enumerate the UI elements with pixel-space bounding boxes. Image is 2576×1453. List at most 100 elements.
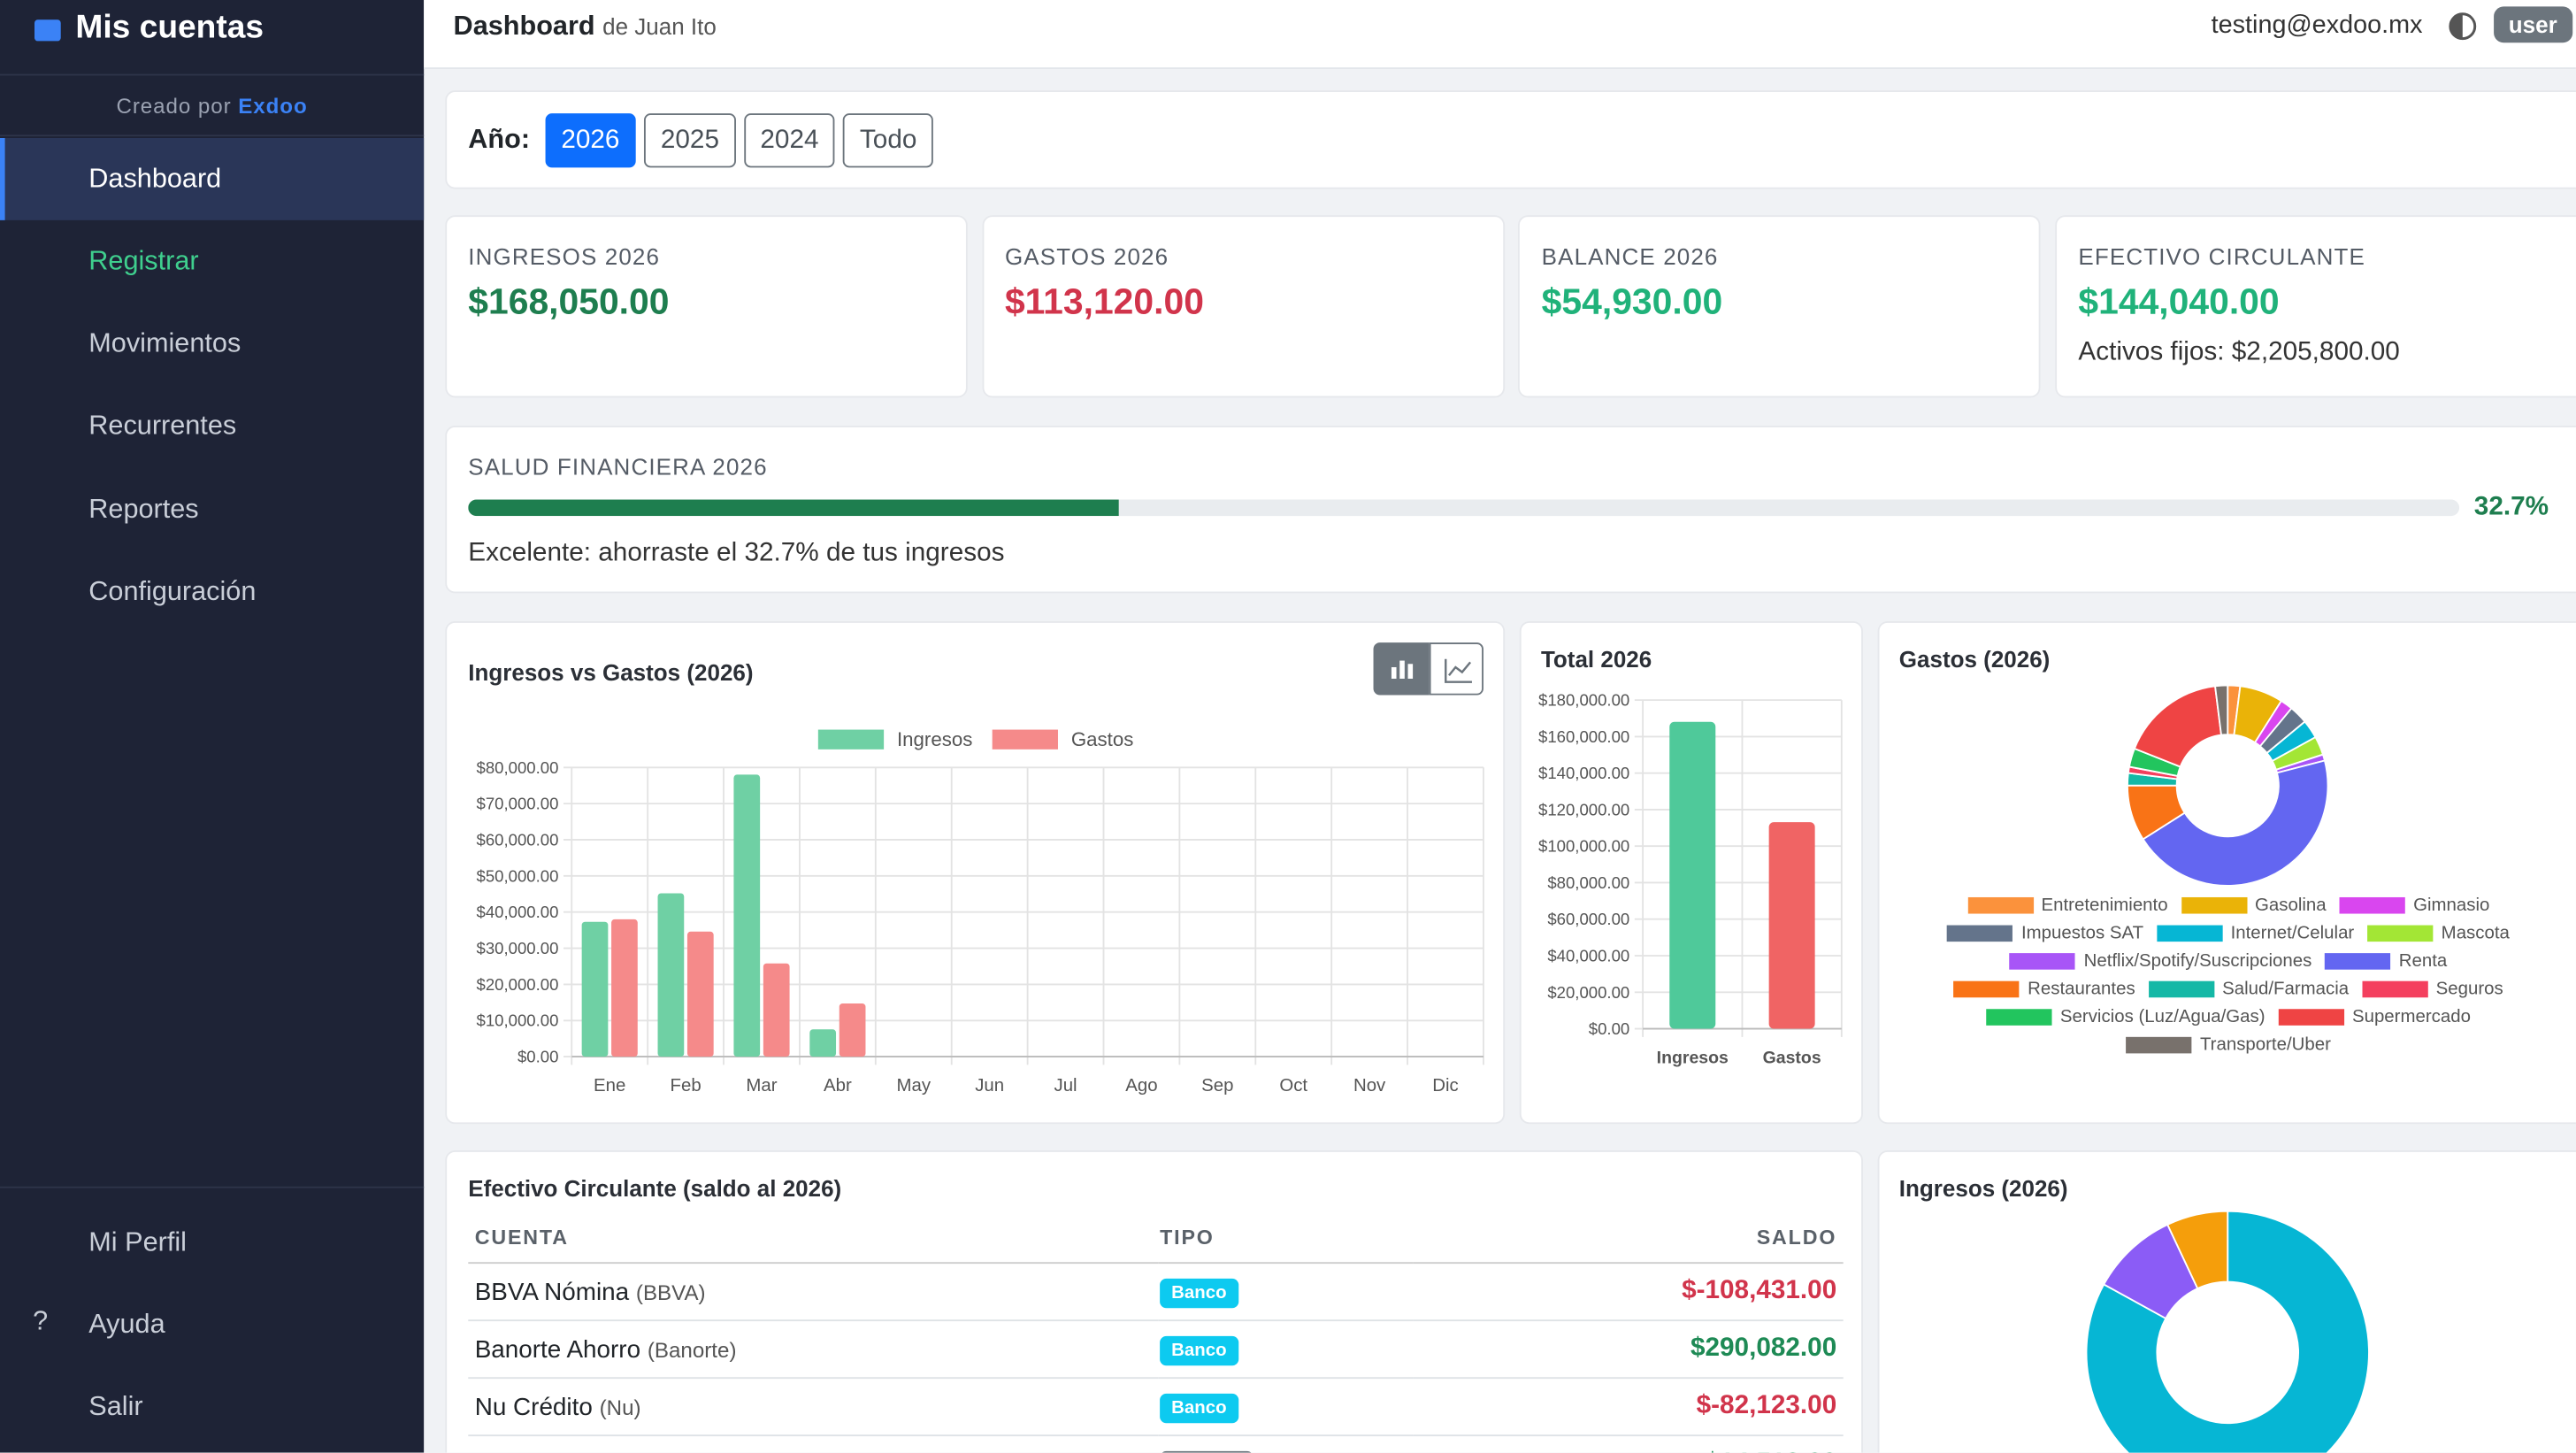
type-badge: Efectivo [1160,1449,1254,1453]
stat-card: GASTOS 2026 $113,120.00 [981,215,1505,398]
y-tick-label: $40,000.00 [1547,947,1629,965]
nav-label: Dashboard [88,163,222,194]
nav-icon [33,161,69,197]
x-tick-label: Sep [1201,1076,1233,1096]
theme-toggle[interactable] [2448,12,2477,41]
nav-item[interactable]: Mi Perfil [0,1202,424,1284]
table-panel: Efectivo Circulante (saldo al 2026) CUEN… [445,1149,1863,1453]
account-name: Efectivo [475,1450,563,1453]
y-tick-label: $0.00 [1589,1019,1629,1038]
balance-cell: $-82,123.00 [1413,1378,1844,1437]
year-button[interactable]: Todo [843,113,933,168]
bar [581,921,609,1057]
card-note: Activos fijos: $2,205,800.00 [2078,338,2400,367]
x-tick-label: Jun [975,1076,1004,1096]
legend-swatch [2339,896,2405,914]
chart: $0.00 $10,000.00 $20,000.00 $30,000.00 $40,0… [477,728,1484,1096]
chart-title: Ingresos vs Gastos (2026) [468,658,754,686]
x-tick-label: Ago [1125,1076,1157,1096]
health-panel: SALUD FINANCIERA 2026 32.7% Excelente: a… [445,425,2576,594]
card-label: GASTOS 2026 [1004,242,1169,270]
y-tick-label: $40,000.00 [477,903,559,921]
legend-item: Gasolina [2181,896,2327,916]
y-tick-label: $0.00 [518,1048,558,1066]
type-cell: Banco [1158,1263,1414,1322]
legend-swatch [2367,925,2434,942]
nav-icon [33,1389,69,1426]
nav-item[interactable]: Reportes [0,469,424,551]
column-header: SALDO [1413,1211,1844,1265]
nav-item[interactable]: Movimientos [0,304,424,386]
nav-item[interactable]: Recurrentes [0,386,424,468]
legend-label: Internet/Celular [2230,923,2355,943]
nav-item[interactable]: Salir [0,1366,424,1449]
y-tick-label: $50,000.00 [477,866,559,885]
legend-label: Ingresos [897,728,972,750]
y-tick-label: $160,000.00 [1538,727,1629,746]
balance-cell: $290,082.00 [1413,1320,1844,1380]
bar [763,963,790,1057]
column-header: TIPO [1158,1211,1414,1265]
health-track [468,499,2460,517]
account-bank: (BBVA) [635,1279,706,1304]
legend-swatch [1966,896,2034,914]
x-tick-label: Feb [671,1076,702,1096]
table-row: Efectivo Efectivo $14,512.00 [468,1435,1844,1453]
year-filter: Año: 2026 2025 2024 Todo [445,90,2576,189]
legend-label: Renta [2398,951,2448,972]
bar [611,919,638,1057]
column-header: CUENTA [468,1211,1159,1265]
card-value: $54,930.00 [1541,281,1723,322]
bar-view-button[interactable] [1373,642,1430,696]
brand-icon [34,19,61,41]
year-label: Año: [468,125,531,155]
card-label: BALANCE 2026 [1541,242,1719,270]
bar [657,893,685,1057]
donut-slice [2166,1210,2229,1290]
type-cell: Efectivo [1158,1435,1414,1453]
table-header: CUENTA TIPO SALDO [468,1211,1844,1265]
x-tick-label: Jul [1054,1076,1077,1096]
legend-item: Salud/Farmacia [2148,980,2349,999]
card-label: EFECTIVO CIRCULANTE [2078,242,2365,270]
y-tick-label: $20,000.00 [1547,983,1629,1002]
account-bank: (Banorte) [647,1336,737,1362]
brand: Mis cuentas [33,10,264,48]
legend-label: Supermercado [2351,1007,2471,1027]
nav-item[interactable]: ? Ayuda [0,1284,424,1366]
email: testing@exdoo.mx [2211,11,2423,40]
account-cell: Efectivo [468,1435,1159,1453]
line-view-button[interactable] [1429,642,1484,696]
legend-item: Transporte/Uber [2126,1035,2331,1055]
nav-icon [33,409,69,445]
table-row: Banorte Ahorro (Banorte) Banco $290,082.00 [468,1320,1844,1380]
table-row: BBVA Nómina (BBVA) Banco $-108,431.00 [468,1263,1844,1322]
x-tick-label: May [896,1076,931,1096]
nav-item[interactable]: Dashboard [0,137,425,220]
bar [733,774,761,1057]
legend-label: Transporte/Uber [2199,1034,2331,1056]
health-fill [468,499,1120,517]
legend-item: Internet/Celular [2156,923,2355,943]
y-tick-label: $10,000.00 [477,1011,559,1030]
table: CUENTA TIPO SALDO BBVA Nómina (BBVA) Banco $-… [468,1211,1844,1453]
legend-item: Impuestos SAT [1947,924,2143,943]
legend-swatch [2010,953,2076,970]
user-badge[interactable]: user [2494,6,2572,43]
balance-cell: $-108,431.00 [1413,1263,1844,1322]
account-cell: BBVA Nómina (BBVA) [468,1263,1159,1322]
nav-item[interactable]: Configuración [0,551,424,634]
y-tick-label: $180,000.00 [1538,691,1629,710]
bar [1768,822,1815,1029]
page-title: Dashboard [453,11,595,42]
y-tick-label: $60,000.00 [1547,910,1629,928]
legend-label: Gasolina [2255,896,2327,916]
year-button[interactable]: 2026 [544,113,637,168]
legend-swatch [2156,925,2223,942]
year-button[interactable]: 2025 [644,113,736,168]
legend-swatch [2362,980,2428,998]
nav-item[interactable]: Registrar [0,220,424,303]
year-button[interactable]: 2024 [743,113,836,168]
credit-link[interactable]: Exdoo [238,93,308,119]
table-title: Efectivo Circulante (saldo al 2026) [468,1174,842,1202]
